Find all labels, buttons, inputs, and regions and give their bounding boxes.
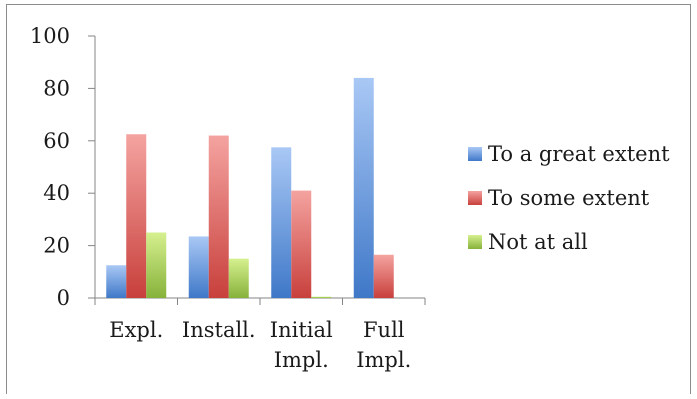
y-tick-label: 20 — [43, 234, 70, 258]
x-category-label: Install. — [182, 318, 256, 342]
x-category-label: Impl. — [274, 348, 329, 372]
x-category-label: Expl. — [109, 318, 163, 342]
bar-not-at-all — [311, 296, 332, 298]
legend: To a great extent To some extent Not at al… — [468, 142, 670, 254]
bar-to-a-great-extent — [271, 147, 292, 298]
bar-to-some-extent — [208, 135, 229, 298]
y-tick-label: 0 — [57, 286, 70, 310]
legend-swatch — [468, 191, 482, 205]
bar-to-some-extent — [126, 134, 147, 298]
bar-to-some-extent — [373, 254, 394, 298]
chart-border — [6, 4, 691, 399]
bar-to-a-great-extent — [188, 236, 209, 298]
legend-swatch — [468, 147, 482, 161]
bar-to-a-great-extent — [106, 265, 127, 298]
bar-not-at-all — [228, 258, 249, 298]
y-axis-ticks: 0 20 40 60 80 100 — [30, 24, 95, 310]
x-category-label: Initial — [270, 318, 333, 342]
x-category-label: Full — [363, 318, 405, 342]
bar-not-at-all — [146, 232, 167, 298]
x-category-label: Impl. — [356, 348, 411, 372]
bar-to-a-great-extent — [353, 77, 374, 298]
y-tick-label: 40 — [43, 181, 70, 205]
legend-label: To a great extent — [488, 142, 670, 166]
x-axis-labels: Expl. Install. Initial Impl. Full Impl. — [94, 298, 426, 372]
y-tick-label: 80 — [43, 76, 70, 100]
y-tick-label: 100 — [30, 24, 70, 48]
legend-label: To some extent — [488, 186, 650, 210]
y-tick-label: 60 — [43, 129, 70, 153]
legend-swatch — [468, 235, 482, 249]
bars — [106, 77, 394, 298]
bar-to-some-extent — [291, 190, 312, 298]
legend-label: Not at all — [488, 230, 588, 254]
